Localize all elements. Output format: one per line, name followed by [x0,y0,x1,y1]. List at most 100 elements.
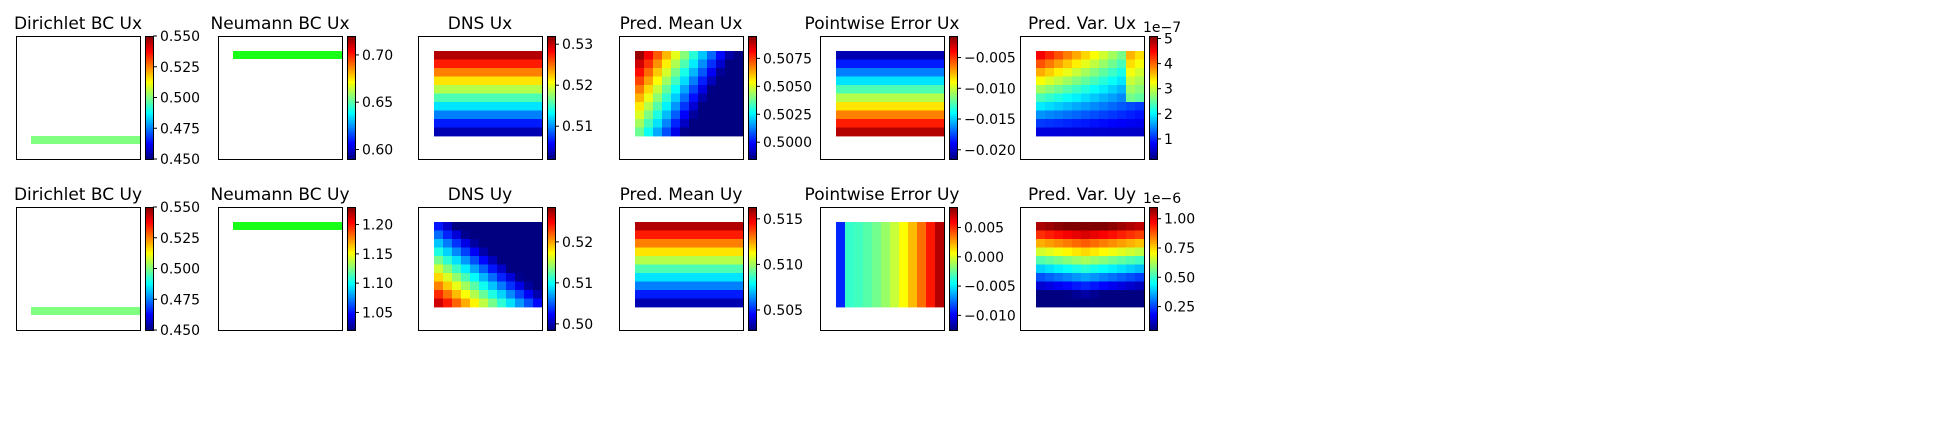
neumann-bc-uy-colorbar-segment [347,219,355,222]
pred-var-ux-cell [1045,76,1055,86]
pointwise-error-uy-colorbar-segment [949,268,957,272]
pointwise-error-uy-cell [836,298,846,308]
dirichlet-bc-ux-colorbar-segment [145,77,153,80]
pred-var-ux-cell [1126,51,1136,60]
pred-var-ux-colorbar-segment [1149,42,1157,45]
pred-mean-uy-cell [680,230,690,240]
dns-uy-cell [533,230,543,240]
dirichlet-bc-ux-colorbar-segment [145,122,153,125]
pred-mean-uy-cell [707,222,717,231]
pointwise-error-ux-colorbar-segment [949,99,957,103]
neumann-bc-uy-colorbar-segment [347,299,355,302]
pred-mean-ux-cell [644,127,654,137]
dns-uy-cell [452,264,462,274]
pointwise-error-ux-colorbar-segment [949,77,957,80]
pred-mean-uy-cell [734,239,744,248]
pointwise-error-ux-cell [935,76,945,86]
pred-mean-uy-cell [707,239,717,248]
pred-mean-uy-cell [716,273,726,282]
neumann-bc-uy-colorbar-segment [347,325,355,329]
pred-mean-uy-cell [734,273,744,282]
pred-var-ux-colorbar-segment [1149,85,1157,88]
pred-mean-uy-cell [644,281,654,291]
dns-ux-cell [497,68,507,77]
dns-uy-cell [461,273,471,282]
pred-var-uy-cell [1063,290,1073,299]
dns-uy-cell [497,264,507,274]
pred-mean-ux-cell [689,76,699,86]
pred-var-ux-colorbar-segment [1149,138,1157,142]
dns-ux-cell [488,76,498,86]
dns-ux-cell [452,102,462,111]
pred-mean-ux-colorbar-segment [748,58,756,62]
pointwise-error-ux-colorbar-segment [949,107,957,111]
pointwise-error-ux-cell [854,102,864,111]
neumann-bc-ux-colorbar-segment [347,36,355,39]
pointwise-error-ux-colorbar-segment [949,91,957,94]
pred-mean-uy-cell [734,298,744,308]
pred-mean-uy-cell [662,256,672,265]
pointwise-error-uy-colorbar-segment [949,215,957,218]
pred-var-ux-colorbar-segment [1149,152,1157,156]
pred-mean-ux-colorbar-tick-label: 0.5075 [763,51,812,67]
dns-uy-cell [452,273,462,282]
pointwise-error-uy-cell [917,298,927,308]
pred-mean-ux-colorbar-segment [748,132,756,135]
dns-uy-cell [461,264,471,274]
dns-uy-cell [443,290,453,299]
dns-uy-colorbar-segment [547,243,555,247]
neumann-bc-ux-panel: Neumann BC Ux0.600.650.70 [210,14,393,160]
dns-ux-colorbar-segment [547,103,555,107]
pointwise-error-uy-cell [935,239,945,248]
neumann-bc-uy-colorbar-segment [347,266,355,269]
pred-var-ux-cell [1063,93,1073,103]
neumann-bc-uy-colorbar-segment [347,252,355,255]
dns-uy-cell [506,222,516,231]
pred-var-uy-colorbar-segment [1149,227,1157,231]
pointwise-error-uy-colorbar-segment [949,299,957,302]
pred-var-uy-colorbar-segment [1149,289,1157,292]
pointwise-error-uy-colorbar-segment [949,301,957,304]
dirichlet-bc-uy-colorbar-segment [145,325,153,329]
pointwise-error-uy-colorbar-tick-label: −0.005 [964,279,1016,295]
dns-uy-cell [434,256,444,265]
dirichlet-bc-uy-colorbar-segment [145,268,153,272]
pred-mean-uy-colorbar-segment [748,225,756,228]
neumann-bc-ux-axes-frame [218,36,343,160]
pred-mean-ux-cell [689,102,699,111]
pred-mean-uy-cell [680,222,690,231]
pred-mean-uy-colorbar-segment [748,221,756,224]
pred-mean-uy-cell [725,256,735,265]
pred-mean-ux-colorbar-segment [748,148,756,152]
dirichlet-bc-uy-colorbar-segment [145,299,153,302]
dns-ux-cell [524,119,534,128]
neumann-bc-ux-colorbar-segment [347,101,355,105]
pred-mean-ux-colorbar-segment [748,79,756,82]
dirichlet-bc-ux-colorbar-segment [145,40,153,43]
pred-mean-ux-cell [680,110,690,120]
dns-uy-colorbar-segment [547,276,555,280]
pred-var-ux-colorbar-segment [1149,60,1157,64]
dns-uy-cell [479,247,489,257]
dns-uy-cell [524,290,534,299]
dns-ux-cell [479,119,489,128]
dns-ux-cell [488,59,498,69]
pointwise-error-uy-colorbar-tick-label: 0.005 [964,221,1004,237]
pointwise-error-ux-cell [872,68,882,77]
dns-ux-cell [470,59,480,69]
dirichlet-bc-uy-colorbar-segment [145,245,153,249]
pointwise-error-uy-cell [926,290,936,299]
dirichlet-bc-ux-colorbar-segment [145,87,153,90]
pointwise-error-uy-cell [935,230,945,240]
dns-uy-colorbar-segment [547,270,555,274]
pointwise-error-uy-cell [899,290,909,299]
pred-mean-uy-cell [707,264,717,274]
pointwise-error-ux-cell [872,110,882,120]
dns-ux-colorbar-segment [547,105,555,109]
pred-mean-uy-title: Pred. Mean Uy [620,185,743,205]
pred-var-uy-cell [1081,273,1091,282]
pred-mean-uy-colorbar-segment [748,256,756,259]
pred-var-ux-cell [1036,127,1046,137]
pred-var-ux-cell [1063,59,1073,69]
dns-ux-colorbar-segment [547,152,555,156]
